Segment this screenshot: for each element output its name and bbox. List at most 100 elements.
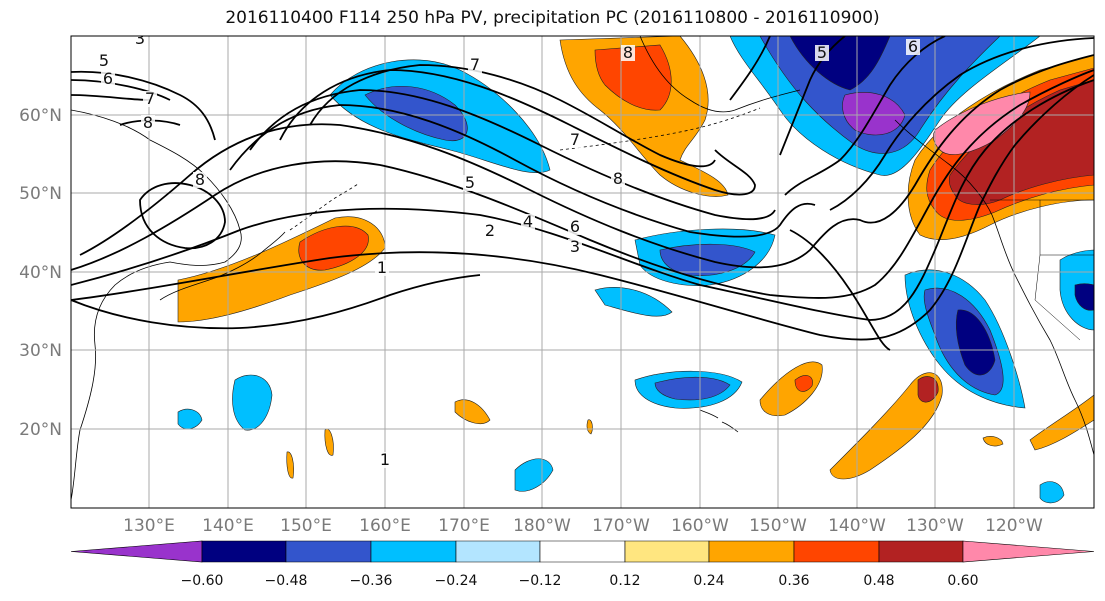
contour-label: 1	[380, 450, 390, 469]
contour-label: 7	[570, 130, 580, 149]
colorbar-swatch	[708, 540, 795, 563]
neg-shade-w2	[177, 408, 203, 430]
contour-label: 3	[135, 29, 145, 48]
pv-contour-4	[79, 54, 1094, 269]
colorbar-swatch	[70, 540, 203, 563]
coastlines	[71, 36, 1094, 501]
contour-label: 7	[470, 55, 480, 74]
colorbar-swatch	[370, 540, 457, 563]
colorbar-swatch	[793, 540, 880, 563]
pv-contour-1	[71, 74, 1094, 341]
lon-label: 150°E	[280, 516, 332, 536]
contour-label-bg	[568, 219, 582, 235]
coast-alaska	[639, 36, 801, 113]
neg-shade-epac-strong	[955, 309, 996, 376]
lat-label: 40°N	[19, 263, 62, 283]
contour-label: 8	[613, 169, 623, 188]
colorbar-swatch	[455, 540, 541, 563]
contour-label: 1	[377, 258, 387, 277]
contour-label: 5	[465, 173, 475, 192]
contour-label-bg	[133, 36, 147, 47]
contour-label-bg	[815, 45, 829, 61]
contour-label: 5	[817, 43, 827, 62]
pos-shade-bering-core	[594, 44, 672, 111]
contour-label: 3	[570, 237, 580, 256]
colorbar-tick-label: −0.12	[519, 573, 562, 589]
contour-label-bg	[101, 71, 115, 87]
contour-label: 6	[908, 37, 918, 56]
colorbar-swatch	[624, 540, 710, 563]
lon-label: 130°E	[123, 516, 175, 536]
colorbar-swatch	[878, 540, 964, 563]
coast-na-west	[894, 119, 1094, 456]
pos-shade-sub2-core	[917, 376, 939, 403]
pos-shade-sub1-core	[794, 375, 813, 392]
lon-label: 140°W	[828, 516, 886, 536]
colorbar-tick-label: 0.60	[947, 573, 978, 589]
border-states	[1034, 200, 1094, 341]
lat-label: 20°N	[19, 420, 62, 440]
pos-shade-ar-extreme	[933, 91, 1031, 155]
colorbar-tick-label: 0.12	[609, 573, 640, 589]
contour-label: 8	[623, 43, 633, 62]
contour-label-bg	[468, 57, 482, 73]
contour-label-bg	[378, 452, 392, 468]
pos-shade-sub7	[982, 436, 1004, 447]
contour-label: 2	[485, 221, 495, 240]
contour-label: 6	[570, 217, 580, 236]
coast-aleutian	[559, 107, 761, 151]
lon-label: 120°W	[985, 516, 1043, 536]
contour-label-bg	[375, 260, 389, 276]
neg-shade-nepac-core	[364, 86, 468, 142]
contour-label-bg	[521, 214, 535, 230]
pv-contour-ring	[139, 182, 226, 250]
map-border	[70, 35, 1095, 509]
contour-label: 5	[99, 51, 109, 70]
lon-label: 160°W	[671, 516, 729, 536]
coast-hawaii	[699, 409, 739, 433]
contour-label-bg	[568, 132, 582, 148]
contour-label-bg	[906, 39, 920, 55]
colorbar-tick-label: 0.48	[863, 573, 894, 589]
neg-shade-cpac-small	[594, 287, 673, 317]
neg-shade-w1	[232, 374, 273, 431]
contour-label-bg	[621, 45, 635, 61]
colorbar-tick-label: −0.48	[265, 573, 308, 589]
longitude-labels: 130°E 140°E 150°E 160°E 170°E 180°W 170°W 160°W…	[123, 516, 1043, 536]
pos-shade-sub4	[324, 428, 334, 456]
colorbar-swatch	[539, 540, 626, 563]
colorbar-swatch	[962, 540, 1095, 563]
pv-contour-east	[789, 229, 891, 351]
lon-label: 170°W	[592, 516, 650, 536]
contour-label-bg	[568, 239, 582, 255]
lon-label: 170°E	[438, 516, 490, 536]
colorbar-tick-label: −0.24	[435, 573, 478, 589]
contour-label: 4	[523, 212, 533, 231]
contour-label-bg	[463, 175, 477, 191]
map-title: 2016110400 F114 250 hPa PV, precipitatio…	[225, 8, 880, 28]
neg-shade-w6	[1039, 481, 1065, 504]
colorbar-tick-label: −0.36	[350, 573, 393, 589]
pv-contour-2	[71, 79, 1094, 321]
contour-label-bg	[193, 172, 207, 188]
contour-label: 7	[145, 89, 155, 108]
pos-shade-sub8	[586, 419, 593, 435]
contour-label: 6	[103, 69, 113, 88]
neg-shade-w3	[514, 458, 554, 492]
pos-shade-sub2	[829, 372, 943, 480]
colorbar-tick-label: 0.36	[778, 573, 809, 589]
contour-label-bg	[483, 223, 497, 239]
pv-contour-low	[71, 274, 481, 330]
coast-japan	[159, 231, 286, 301]
contour-label-bg	[143, 91, 157, 107]
contour-label: 8	[195, 170, 205, 189]
graticule	[71, 36, 1094, 508]
coast-asia	[71, 109, 242, 501]
lat-label: 60°N	[19, 106, 62, 126]
neg-shade-hawaii-core	[654, 376, 731, 401]
pv-contour-6	[71, 36, 946, 220]
lat-label: 50°N	[19, 184, 62, 204]
